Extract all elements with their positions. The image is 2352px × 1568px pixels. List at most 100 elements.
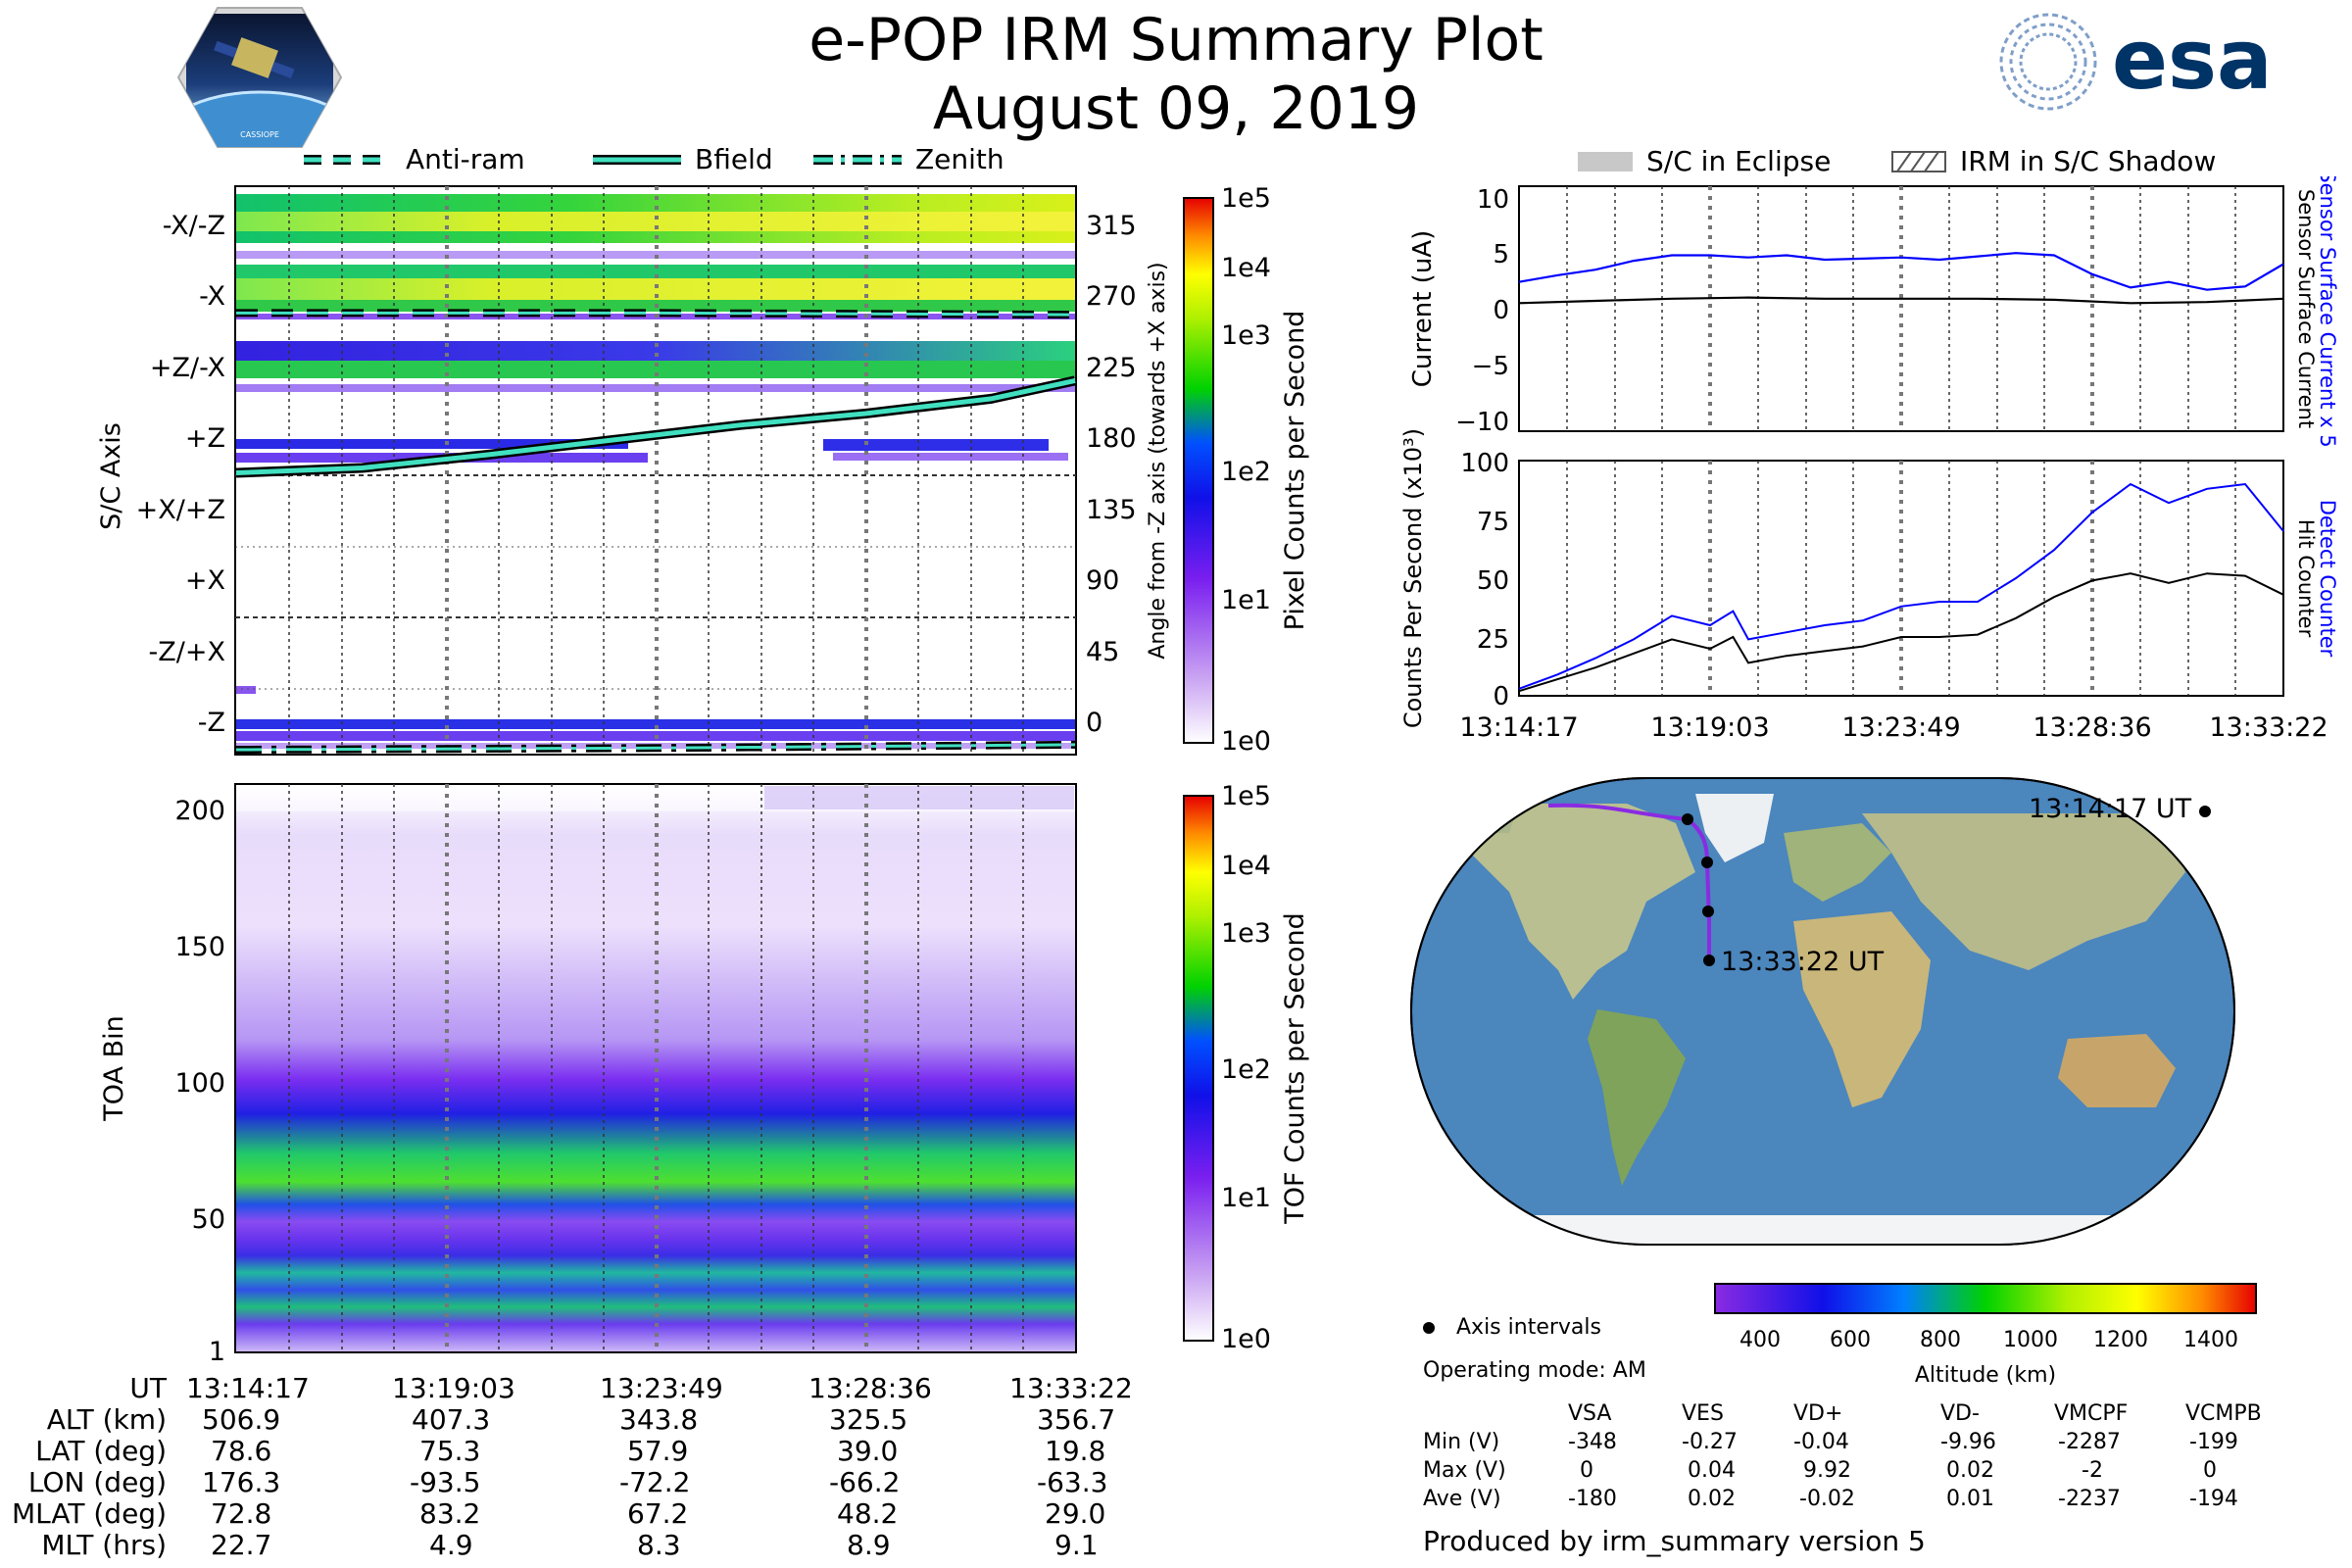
current-tick: 10 — [1477, 185, 1509, 215]
pixel-panel: -X/-Z -X +Z/-X +Z +X/+Z +X -Z/+X -Z S/C … — [96, 183, 1310, 757]
angle-tick: 90 — [1086, 565, 1119, 596]
tof-colorbar — [1183, 795, 1214, 1342]
vt-row-label: Max (V) — [1423, 1458, 1506, 1483]
esa-logo: esa — [1999, 12, 2273, 111]
axis-label: -X/-Z — [163, 211, 225, 241]
axis-interval-marker — [1682, 813, 1693, 825]
vt-header: VSA — [1568, 1401, 1612, 1426]
angle-tick: 135 — [1086, 495, 1137, 525]
eclipse-swatch-icon — [1578, 151, 1633, 172]
orbit-cell: 72.8 — [211, 1497, 272, 1530]
colorbar-tick: 1e4 — [1221, 253, 1271, 283]
vt-cell: -199 — [2189, 1430, 2238, 1454]
vt-cell: 0 — [1580, 1458, 1593, 1483]
legend-zenith-label: Zenith — [915, 143, 1004, 175]
detect-counter-line — [1518, 482, 2284, 690]
orbit-cell: 78.6 — [211, 1435, 272, 1467]
counts-right-blue: Detect Counter — [2316, 500, 2339, 658]
axis-label: +X — [185, 565, 225, 596]
legend-shadow: IRM in S/C Shadow — [1891, 145, 2216, 177]
current-tick: −5 — [1472, 352, 1509, 381]
axis-intervals-legend: Axis intervals — [1423, 1315, 1601, 1340]
hatch-swatch-icon — [1891, 150, 1946, 172]
vt-cell: -180 — [1568, 1487, 1617, 1511]
legend-eclipse-label: S/C in Eclipse — [1646, 145, 1832, 177]
orbit-label: ALT (km) — [46, 1403, 167, 1436]
vt-cell: 0 — [2203, 1458, 2217, 1483]
axis-label: +Z — [185, 423, 225, 454]
orbit-cell: 407.3 — [412, 1403, 491, 1436]
colorbar-tick: 1e1 — [1221, 1183, 1271, 1213]
orbit-cell: 8.3 — [637, 1529, 681, 1561]
current-right-black: Sensor Surface Current — [2294, 189, 2318, 428]
vt-cell: -0.02 — [1799, 1487, 1855, 1511]
orbit-cell: 22.7 — [211, 1529, 272, 1561]
vt-cell: -0.04 — [1793, 1430, 1849, 1454]
axis-label: +X/+Z — [136, 495, 225, 525]
axis-label: -X — [199, 281, 225, 312]
legend-eclipse: S/C in Eclipse — [1578, 145, 1831, 177]
colorbar-tick: 1e5 — [1221, 183, 1271, 214]
time-tick: 13:14:17 — [1459, 712, 1578, 743]
orbit-cell: 39.0 — [837, 1435, 899, 1467]
vt-row-label: Min (V) — [1423, 1430, 1500, 1454]
axis-label: +Z/-X — [150, 353, 225, 383]
orbit-cell: -93.5 — [410, 1466, 481, 1498]
colorbar-tick: 1e0 — [1221, 1324, 1271, 1354]
dot-icon — [1423, 1321, 1435, 1334]
altitude-tick: 400 — [1740, 1328, 1781, 1352]
axis-interval-marker — [1702, 906, 1714, 917]
altitude-tick: 1000 — [2003, 1328, 2058, 1352]
orbit-label: UT — [129, 1372, 167, 1404]
legend-shadow-label: IRM in S/C Shadow — [1960, 145, 2217, 177]
orbit-cell: 13:33:22 — [1009, 1372, 1133, 1404]
current-tick: 0 — [1493, 296, 1509, 325]
counts-ylabel: Counts Per Second (x10³) — [1399, 428, 1427, 728]
current-ylabel: Current (uA) — [1408, 230, 1438, 387]
angle-tick: 270 — [1086, 281, 1137, 312]
orbit-cell: 57.9 — [627, 1435, 689, 1467]
orbit-cell: -63.3 — [1037, 1466, 1108, 1498]
orbit-table: UT 13:14:17 13:19:03 13:23:49 13:28:36 13:33:… — [0, 1372, 1176, 1568]
time-tick: 13:23:49 — [1841, 712, 1960, 743]
orbit-label: LAT (deg) — [35, 1435, 167, 1467]
vt-header: VES — [1682, 1401, 1724, 1426]
axis-interval-marker — [1701, 857, 1713, 868]
current-right-blue: Sensor Surface Current x 5 — [2316, 176, 2339, 448]
orbit-cell: 9.1 — [1054, 1529, 1099, 1561]
angle-tick: 45 — [1086, 637, 1119, 667]
tof-panel: 200 150 100 50 1 TOA Bin 1e5 1e4 1e3 1e2… — [99, 781, 1310, 1362]
colorbar-tick: 1e0 — [1221, 726, 1271, 757]
angle-ylabel: Angle from -Z axis (towards +X axis) — [1146, 262, 1170, 659]
cassiope-logo-text: CASSIOPE — [240, 130, 279, 139]
axis-intervals-label: Axis intervals — [1456, 1315, 1601, 1340]
orbit-cell: 13:28:36 — [808, 1372, 932, 1404]
vt-header: VD+ — [1793, 1401, 1843, 1426]
toa-tick: 1 — [209, 1337, 225, 1362]
orbit-cell: 19.8 — [1045, 1435, 1106, 1467]
altitude-tick: 1200 — [2093, 1328, 2148, 1352]
orbit-cell: 83.2 — [419, 1497, 481, 1530]
voltage-table: VSA VES VD+ VD- VMCPF VCMPB Min (V) -348… — [1411, 1401, 2293, 1529]
vt-cell: -2 — [2082, 1458, 2103, 1483]
zenith-line-inner — [235, 743, 1076, 752]
toa-tick: 100 — [174, 1068, 225, 1099]
vt-cell: -194 — [2189, 1487, 2238, 1511]
axis-label: -Z/+X — [149, 637, 225, 667]
line-panels: 10 5 0 −5 −10 Current (uA) Sensor Surfac… — [1399, 176, 2339, 743]
esa-logo-text: esa — [2112, 12, 2273, 108]
colorbar-tick: 1e5 — [1221, 781, 1271, 811]
orbit-cell: 176.3 — [202, 1466, 281, 1498]
toa-tick: 50 — [192, 1204, 225, 1235]
orbit-label: MLAT (deg) — [11, 1497, 167, 1530]
colorbar-tick: 1e2 — [1221, 457, 1271, 487]
altitude-tick: 1400 — [2183, 1328, 2238, 1352]
colorbar-tick: 1e3 — [1221, 918, 1271, 949]
footer-text: Produced by irm_summary version 5 — [1423, 1525, 1926, 1557]
angle-tick: 0 — [1086, 708, 1102, 738]
operating-mode: Operating mode: AM — [1423, 1358, 1646, 1383]
orbit-cell: 13:14:17 — [186, 1372, 310, 1404]
vt-header: VMCPF — [2054, 1401, 2129, 1426]
vt-cell: 0.02 — [1688, 1487, 1736, 1511]
counts-tick: 50 — [1477, 566, 1509, 596]
